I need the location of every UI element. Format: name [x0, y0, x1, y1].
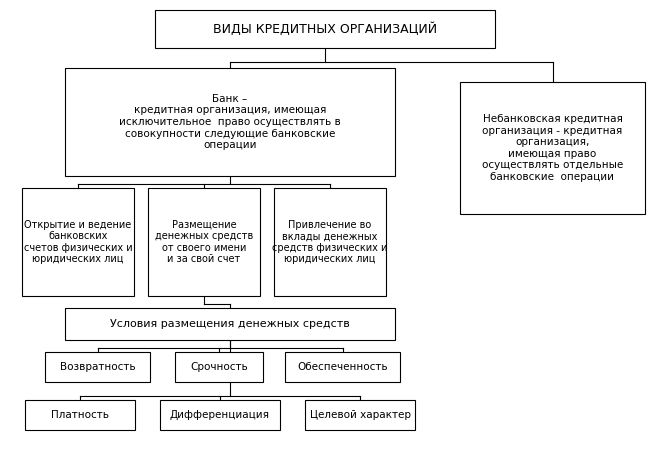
FancyBboxPatch shape — [65, 308, 395, 340]
FancyBboxPatch shape — [460, 82, 645, 214]
FancyBboxPatch shape — [65, 68, 395, 176]
Text: Размещение
денежных средств
от своего имени
и за свой счет: Размещение денежных средств от своего им… — [155, 220, 253, 265]
FancyBboxPatch shape — [175, 352, 263, 382]
FancyBboxPatch shape — [22, 188, 134, 296]
FancyBboxPatch shape — [148, 188, 260, 296]
Text: Срочность: Срочность — [190, 362, 248, 372]
FancyBboxPatch shape — [155, 10, 495, 48]
FancyBboxPatch shape — [160, 400, 280, 430]
Text: Платность: Платность — [51, 410, 109, 420]
Text: Возвратность: Возвратность — [60, 362, 135, 372]
Text: Привлечение во
вклады денежных
средств физических и
юридических лиц: Привлечение во вклады денежных средств ф… — [272, 220, 388, 265]
FancyBboxPatch shape — [45, 352, 150, 382]
FancyBboxPatch shape — [285, 352, 400, 382]
Text: Небанковская кредитная
организация - кредитная
организация,
имеющая право
осущес: Небанковская кредитная организация - кре… — [482, 114, 623, 182]
Text: ВИДЫ КРЕДИТНЫХ ОРГАНИЗАЦИЙ: ВИДЫ КРЕДИТНЫХ ОРГАНИЗАЦИЙ — [213, 22, 437, 36]
FancyBboxPatch shape — [25, 400, 135, 430]
Text: Обеспеченность: Обеспеченность — [297, 362, 388, 372]
Text: Открытие и ведение
банковских
счетов физических и
юридических лиц: Открытие и ведение банковских счетов физ… — [24, 220, 133, 265]
Text: Банк –
кредитная организация, имеющая
исключительное  право осуществлять в
совок: Банк – кредитная организация, имеющая ис… — [119, 94, 341, 150]
Text: Целевой характер: Целевой характер — [310, 410, 410, 420]
Text: Условия размещения денежных средств: Условия размещения денежных средств — [110, 319, 350, 329]
FancyBboxPatch shape — [305, 400, 415, 430]
FancyBboxPatch shape — [274, 188, 386, 296]
Text: Дифференциация: Дифференциация — [170, 410, 270, 420]
